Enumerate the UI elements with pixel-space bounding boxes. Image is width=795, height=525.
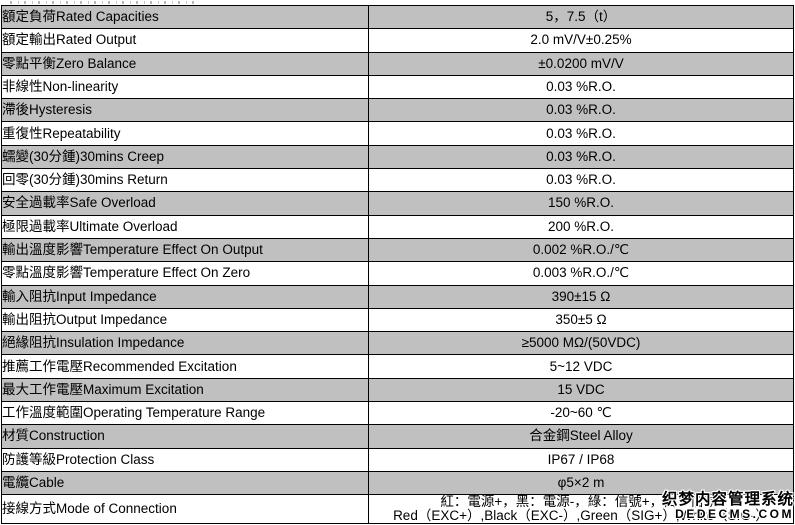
spec-value-cell: 200 %R.O. — [368, 214, 794, 239]
spec-value-cell: 15 VDC — [368, 377, 794, 403]
table-row: 絕緣阻抗Insulation Impedance ≥5000 MΩ/(50VDC) — [1, 331, 794, 356]
table-row: 工作溫度範圍Operating Temperature Range -20~60 … — [1, 401, 794, 426]
table-row: 輸出阻抗Output Impedance 350±5 Ω — [1, 307, 794, 333]
spec-label-cell: 工作溫度範圍Operating Temperature Range — [1, 401, 369, 426]
table-row: 電纜Cable φ5×2 m — [1, 470, 794, 496]
spec-label-cell: 額定輸出Rated Output — [1, 28, 369, 53]
table-row: 材質Construction 合金鋼Steel Alloy — [1, 424, 794, 449]
spec-value-cell: -20~60 ℃ — [368, 401, 794, 426]
table-row: 重復性Repeatability 0.03 %R.O. — [1, 121, 794, 146]
spec-value-cell: 5，7.5（t） — [368, 4, 794, 30]
table-row: 零點平衡Zero Balance ±0.0200 mV/V — [1, 51, 794, 76]
spec-value-line: 紅：電源+，黑：電源-，綠：信號+，白：信號- — [440, 494, 722, 510]
table-row: 額定負荷Rated Capacities 5，7.5（t） — [1, 4, 794, 30]
spec-label-cell: 零點溫度影響Temperature Effect On Zero — [1, 261, 369, 286]
spec-label-cell: 輸入阻抗Input Impedance — [1, 284, 369, 309]
table-row: 非線性Non-linearity 0.03 %R.O. — [1, 74, 794, 100]
spec-label-cell: 非線性Non-linearity — [1, 74, 369, 100]
spec-value-cell: 0.03 %R.O. — [368, 74, 794, 100]
spec-value-cell: 0.002 %R.O./℃ — [368, 237, 794, 263]
spec-value-cell: 5~12 VDC — [368, 354, 794, 379]
spec-label-cell: 接線方式Mode of Connection — [1, 494, 369, 525]
spec-label-cell: 安全過載率Safe Overload — [1, 191, 369, 216]
watermark-cms-name: 织梦内容管理系统 — [661, 491, 794, 508]
table-row: 最大工作電壓Maximum Excitation 15 VDC — [1, 377, 794, 403]
table-row: 防護等級Protection Class IP67 / IP68 — [1, 447, 794, 472]
spec-value-cell: ±0.0200 mV/V — [368, 51, 794, 76]
table-row: 蠕變(30分鍾)30mins Creep 0.03 %R.O. — [1, 144, 794, 170]
spec-label-cell: 絕緣阻抗Insulation Impedance — [1, 331, 369, 356]
table-row: 輸入阻抗Input Impedance 390±15 Ω — [1, 284, 794, 309]
table-row: 零點溫度影響Temperature Effect On Zero 0.003 %R… — [1, 261, 794, 286]
table-row: 推薦工作電壓Recommended Excitation 5~12 VDC — [1, 354, 794, 379]
table-row: 回零(30分鍾)30mins Return 0.03 %R.O. — [1, 168, 794, 193]
spec-label-cell: 重復性Repeatability — [1, 121, 369, 146]
table-row: 極限過載率Ultimate Overload 200 %R.O. — [1, 214, 794, 239]
spec-label-cell: 零點平衡Zero Balance — [1, 51, 369, 76]
spec-label-cell: 蠕變(30分鍾)30mins Creep — [1, 144, 369, 170]
spec-value-cell: 390±15 Ω — [368, 284, 794, 309]
spec-value-cell: 350±5 Ω — [368, 307, 794, 333]
spec-table: 額定負荷Rated Capacities 5，7.5（t） 額定輸出Rated Ou… — [1, 4, 794, 525]
spec-label-cell: 額定負荷Rated Capacities — [1, 4, 369, 30]
spec-value-cell: 0.03 %R.O. — [368, 98, 794, 123]
spec-value-cell: 合金鋼Steel Alloy — [368, 424, 794, 449]
spec-label-cell: 極限過載率Ultimate Overload — [1, 214, 369, 239]
spec-label-cell: 滯後Hysteresis — [1, 98, 369, 123]
spec-value-cell: 0.003 %R.O./℃ — [368, 261, 794, 286]
watermark: 织梦内容管理系统 DEDECMS.COM — [661, 491, 794, 521]
spec-value-cell: IP67 / IP68 — [368, 447, 794, 472]
spec-value-cell: φ5×2 m — [368, 470, 794, 496]
spec-label-cell: 輸出阻抗Output Impedance — [1, 307, 369, 333]
spec-label-cell: 材質Construction — [1, 424, 369, 449]
spec-value-cell: ≥5000 MΩ/(50VDC) — [368, 331, 794, 356]
table-row: 接線方式Mode of Connection 紅：電源+，黑：電源-，綠：信號+，… — [1, 494, 794, 525]
table-row: 滯後Hysteresis 0.03 %R.O. — [1, 98, 794, 123]
spec-value-cell: 150 %R.O. — [368, 191, 794, 216]
table-row: 額定輸出Rated Output 2.0 mV/V±0.25% — [1, 28, 794, 53]
spec-label-cell: 最大工作電壓Maximum Excitation — [1, 377, 369, 403]
table-row: 輸出溫度影響Temperature Effect On Output 0.002 … — [1, 237, 794, 263]
spec-label-cell: 防護等級Protection Class — [1, 447, 369, 472]
spec-table-body: 額定負荷Rated Capacities 5，7.5（t） 額定輸出Rated Ou… — [1, 4, 794, 525]
spec-label-cell: 回零(30分鍾)30mins Return — [1, 168, 369, 193]
spec-value-cell: 0.03 %R.O. — [368, 144, 794, 170]
watermark-cms-domain: DEDECMS.COM — [675, 507, 794, 521]
spec-value-cell: 紅：電源+，黑：電源-，綠：信號+，白：信號- Red（EXC+）,Black（E… — [368, 494, 794, 525]
spec-label-cell: 推薦工作電壓Recommended Excitation — [1, 354, 369, 379]
clipped-row-remnant — [5, 1, 195, 4]
spec-value-cell: 2.0 mV/V±0.25% — [368, 28, 794, 53]
table-row: 安全過載率Safe Overload 150 %R.O. — [1, 191, 794, 216]
spec-value-line: Red（EXC+）,Black（EXC-）,Green（SIG+）,White（… — [393, 508, 769, 524]
spec-label-cell: 電纜Cable — [1, 470, 369, 496]
spec-value-cell: 0.03 %R.O. — [368, 168, 794, 193]
spec-value-cell: 0.03 %R.O. — [368, 121, 794, 146]
spec-label-cell: 輸出溫度影響Temperature Effect On Output — [1, 237, 369, 263]
